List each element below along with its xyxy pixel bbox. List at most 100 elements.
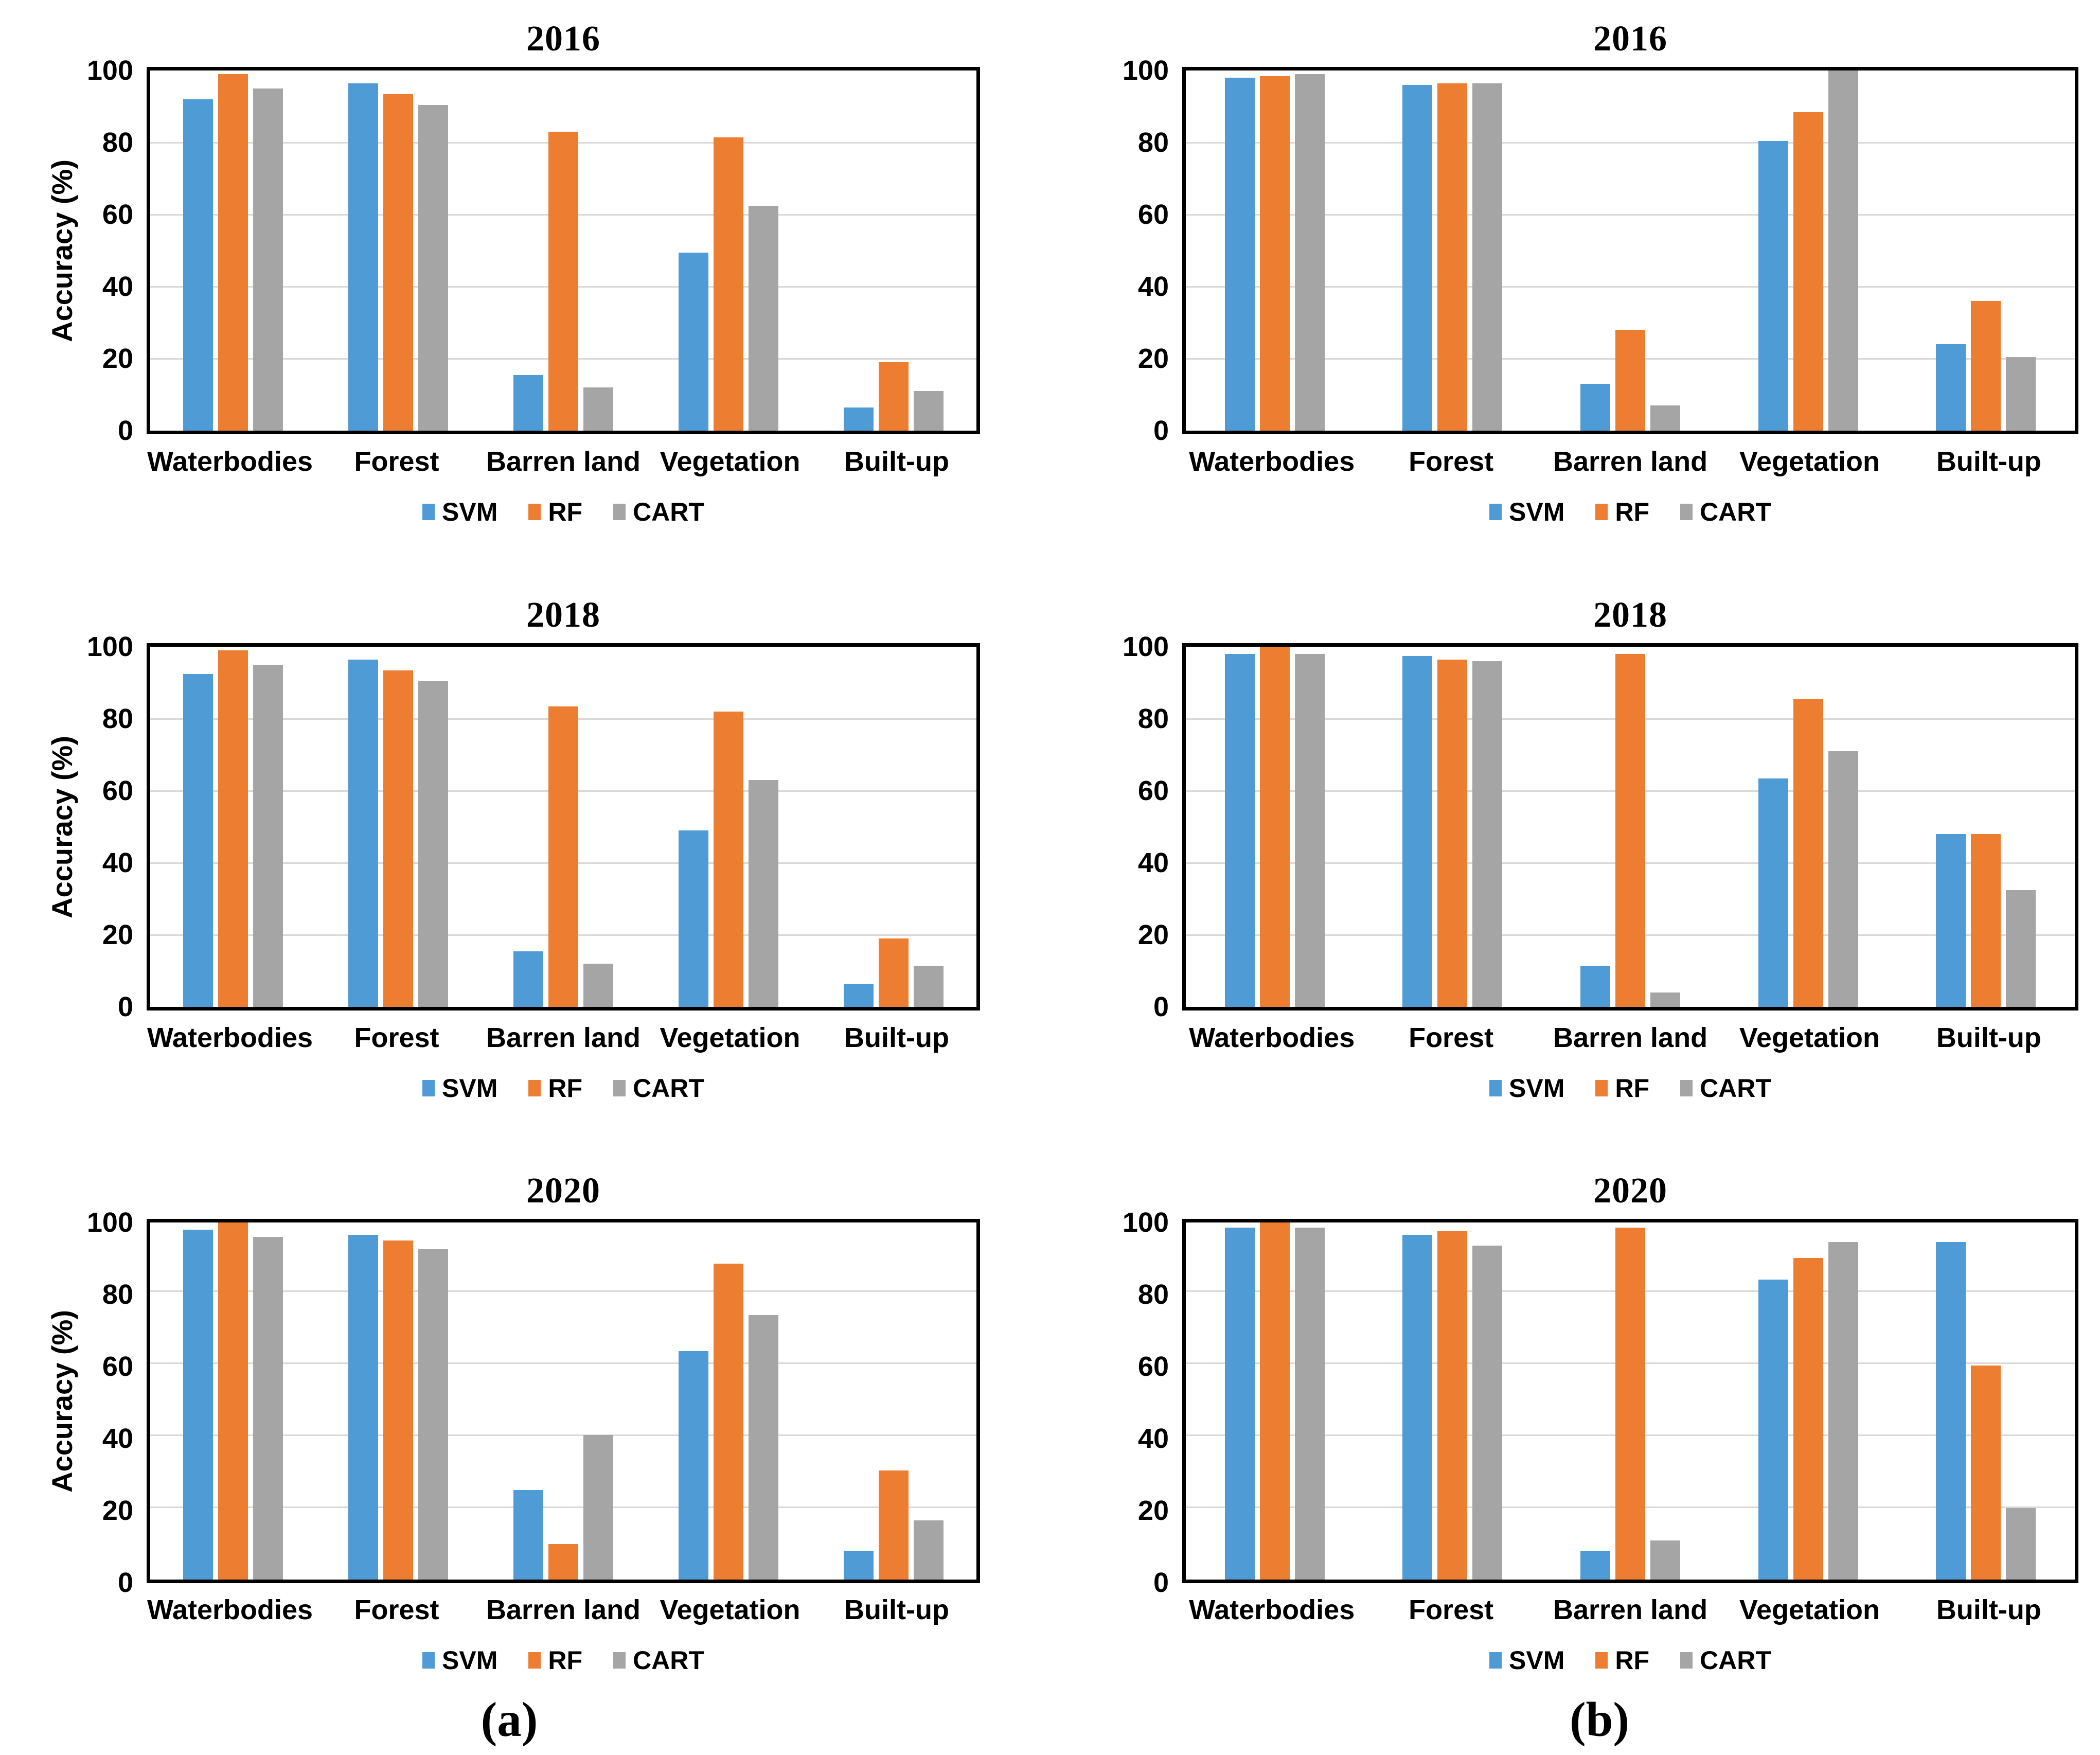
plot-area-2018-b <box>1182 643 2078 1011</box>
bar-svm-forest <box>1402 1235 1433 1580</box>
bar-group-vegetation <box>1719 1222 1897 1580</box>
bar-rf-built-up <box>1971 301 2001 431</box>
legend-item-svm: SVM <box>1489 497 1564 527</box>
legend-swatch-svm <box>422 504 435 520</box>
legend-label-cart: CART <box>633 498 704 526</box>
bar-cart-waterbodies <box>1294 654 1325 1007</box>
legend-label-rf: RF <box>1615 1074 1650 1103</box>
x-tick-label-vegetation: Vegetation <box>1739 1594 1880 1625</box>
y-tick-label-40: 40 <box>102 847 133 878</box>
x-tick-label-forest: Forest <box>354 1594 439 1625</box>
bar-svm-built-up <box>844 1551 874 1580</box>
y-axis-title-2018-a: Accuracy (%) <box>39 643 85 1011</box>
y-tick-label-40: 40 <box>102 271 133 302</box>
panel-label-b: (b) <box>1569 1692 1630 1747</box>
legend-swatch-cart <box>613 1652 626 1669</box>
bar-group-forest <box>1364 70 1542 431</box>
y-axis-title-2016-a: Accuracy (%) <box>39 67 85 434</box>
legend-swatch-svm <box>1489 1080 1502 1096</box>
x-tick-label-barren-land: Barren land <box>486 446 641 477</box>
bar-cart-barren-land <box>1650 1540 1680 1580</box>
bar-rf-waterbodies <box>218 650 248 1007</box>
bar-rf-forest <box>383 94 413 431</box>
chart-2018-a: 2018 Accuracy (%) 0 20 40 60 80 100 Waterbodies F… <box>0 576 1049 1153</box>
y-tick-labels-2018-a: 0 20 40 60 80 100 <box>85 633 147 1021</box>
legend-2018-b: SVM RF CART <box>1182 1065 2078 1112</box>
legend-label-svm: SVM <box>1509 1074 1565 1103</box>
y-tick-label-0: 0 <box>117 1567 133 1598</box>
legend-swatch-cart <box>613 1080 626 1096</box>
y-tick-label-80: 80 <box>102 127 133 158</box>
y-tick-label-0: 0 <box>1153 991 1169 1022</box>
legend-item-svm: SVM <box>422 1073 497 1103</box>
bar-svm-vegetation <box>1758 778 1788 1007</box>
x-tick-label-barren-land: Barren land <box>486 1594 641 1625</box>
bar-group-built-up <box>1897 647 2075 1007</box>
bar-group-barren-land <box>480 70 646 431</box>
x-tick-labels-2018-b: Waterbodies Forest Barren land Vegetation Bu… <box>1182 1011 2078 1065</box>
chart-2018-b: 2018 0 20 40 60 80 100 Waterbodies Forest Barren … <box>1049 576 2100 1153</box>
y-tick-label-40: 40 <box>1137 847 1169 878</box>
legend-label-svm: SVM <box>1509 1645 1565 1675</box>
chart-body-2020-b: 0 20 40 60 80 100 <box>1120 1209 2078 1597</box>
legend-label-svm: SVM <box>442 1074 498 1103</box>
bar-cart-waterbodies <box>1294 74 1325 431</box>
y-axis-title-text: Accuracy (%) <box>45 735 78 918</box>
bar-svm-forest <box>348 659 378 1007</box>
bar-rf-forest <box>1437 659 1468 1007</box>
x-tick-label-vegetation: Vegetation <box>660 1594 800 1625</box>
bar-group-built-up <box>1897 70 2075 431</box>
legend-label-rf: RF <box>548 1645 583 1675</box>
legend-item-rf: RF <box>528 497 582 527</box>
bar-svm-built-up <box>844 983 874 1007</box>
bar-rf-vegetation <box>714 137 744 431</box>
gridline-40 <box>150 1434 976 1437</box>
y-tick-label-60: 60 <box>1137 1351 1169 1382</box>
chart-body-2016-b: 0 20 40 60 80 100 <box>1120 57 2078 445</box>
bar-rf-barren-land <box>548 1544 578 1580</box>
legend-item-cart: CART <box>1680 1645 1771 1675</box>
bar-svm-barren-land <box>513 1490 543 1580</box>
chart-body-2020-a: Accuracy (%) 0 20 40 60 80 100 <box>39 1209 980 1597</box>
gridline-60 <box>150 1362 976 1364</box>
bar-rf-barren-land <box>548 132 578 431</box>
bar-cart-built-up <box>914 965 944 1007</box>
y-tick-label-80: 80 <box>1137 127 1169 158</box>
legend-swatch-cart <box>1680 504 1693 520</box>
legend-label-svm: SVM <box>1509 498 1565 526</box>
bar-svm-waterbodies <box>183 673 213 1007</box>
legend-swatch-cart <box>1680 1652 1693 1669</box>
bar-group-forest <box>315 70 480 431</box>
bar-svm-built-up <box>1936 834 1966 1007</box>
bar-cart-waterbodies <box>253 1236 283 1580</box>
bar-rf-waterbodies <box>218 74 248 431</box>
bar-cart-barren-land <box>583 387 613 431</box>
plot-area-2020-b <box>1182 1219 2078 1583</box>
chart-title-2020-b: 2020 <box>1593 1171 1667 1211</box>
legend-item-rf: RF <box>1595 497 1649 527</box>
bar-svm-built-up <box>844 407 874 431</box>
bar-group-vegetation <box>1719 647 1897 1007</box>
y-axis-title-2020-a: Accuracy (%) <box>39 1219 85 1583</box>
legend-2020-a: SVM RF CART <box>147 1637 980 1683</box>
legend-swatch-rf <box>1595 1080 1608 1096</box>
bar-svm-forest <box>348 83 378 431</box>
y-tick-label-80: 80 <box>1137 1279 1169 1310</box>
bar-rf-waterbodies <box>1259 1222 1290 1580</box>
bar-svm-vegetation <box>1758 140 1788 431</box>
gridline-40 <box>1186 286 2075 288</box>
bar-group-forest <box>315 1222 480 1580</box>
bar-svm-vegetation <box>679 830 709 1007</box>
bar-svm-forest <box>1402 655 1433 1007</box>
y-tick-label-100: 100 <box>1122 55 1169 86</box>
x-tick-label-forest: Forest <box>1409 1022 1494 1053</box>
bar-cart-vegetation <box>749 780 779 1007</box>
y-tick-label-20: 20 <box>102 919 133 950</box>
bar-cart-forest <box>1472 661 1503 1007</box>
bar-cart-vegetation <box>1828 1242 1858 1580</box>
bar-svm-waterbodies <box>183 99 213 431</box>
bar-groups-2018-a <box>150 647 976 1007</box>
bar-group-barren-land <box>1541 70 1719 431</box>
bar-group-waterbodies <box>150 1222 315 1580</box>
legend-swatch-rf <box>1595 504 1608 520</box>
